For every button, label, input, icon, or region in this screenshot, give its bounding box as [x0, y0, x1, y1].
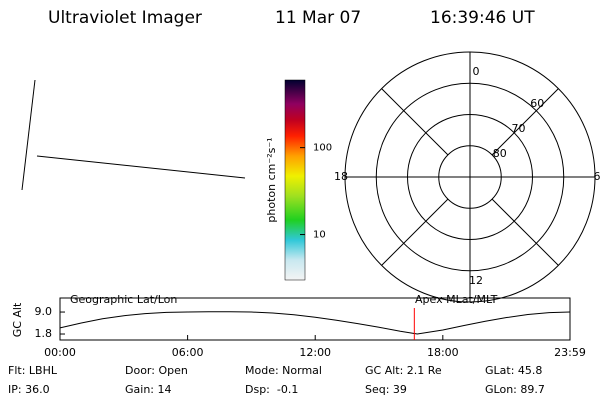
- left-label: Geographic Lat/Lon: [70, 293, 177, 306]
- x-tick-label: 00:00: [44, 346, 76, 359]
- y-tick-label: 1.8: [35, 327, 53, 340]
- colorbar-label: photon cm⁻²s⁻¹: [265, 137, 278, 222]
- x-tick-label: 12:00: [299, 346, 331, 359]
- footer-field: GC Alt: 2.1 Re: [365, 364, 442, 377]
- footer-field: Mode: Normal: [245, 364, 322, 377]
- mlt-label: 18: [334, 170, 348, 183]
- mlt-label: 0: [473, 65, 480, 78]
- colorbar: [284, 79, 306, 281]
- footer-field: GLon: 89.7: [485, 383, 545, 396]
- colorbar-tick-label: 100: [313, 143, 332, 154]
- time: 16:39:46 UT: [430, 8, 535, 28]
- ring-label: 80: [493, 147, 507, 160]
- x-tick-label: 23:59: [554, 346, 586, 359]
- title: Ultraviolet Imager: [48, 8, 202, 28]
- mlt-label: 6: [594, 170, 600, 183]
- colorbar-tick-label: 10: [313, 230, 326, 241]
- footer-field: GLat: 45.8: [485, 364, 542, 377]
- footer-field: IP: 36.0: [8, 383, 50, 396]
- polar-spoke: [381, 88, 449, 156]
- map-line: [36, 155, 246, 179]
- polar-spoke: [491, 88, 559, 156]
- y-tick-label: 9.0: [35, 305, 53, 318]
- polar-spoke: [491, 198, 559, 266]
- y-label: GC Alt: [11, 302, 24, 337]
- date: 11 Mar 07: [275, 8, 361, 28]
- right-label: Apex MLat/MLT: [415, 293, 498, 306]
- footer-field: Dsp: -0.1: [245, 383, 298, 396]
- map-line: [21, 79, 36, 191]
- x-tick-label: 18:00: [427, 346, 459, 359]
- footer-field: Flt: LBHL: [8, 364, 58, 377]
- mlt-label: 12: [469, 274, 483, 287]
- footer-field: Door: Open: [125, 364, 188, 377]
- ring-label: 60: [530, 97, 544, 110]
- footer-field: Gain: 14: [125, 383, 172, 396]
- footer-field: Seq: 39: [365, 383, 407, 396]
- alt-line: [59, 311, 571, 335]
- polar-spoke: [381, 198, 449, 266]
- x-tick-label: 06:00: [172, 346, 204, 359]
